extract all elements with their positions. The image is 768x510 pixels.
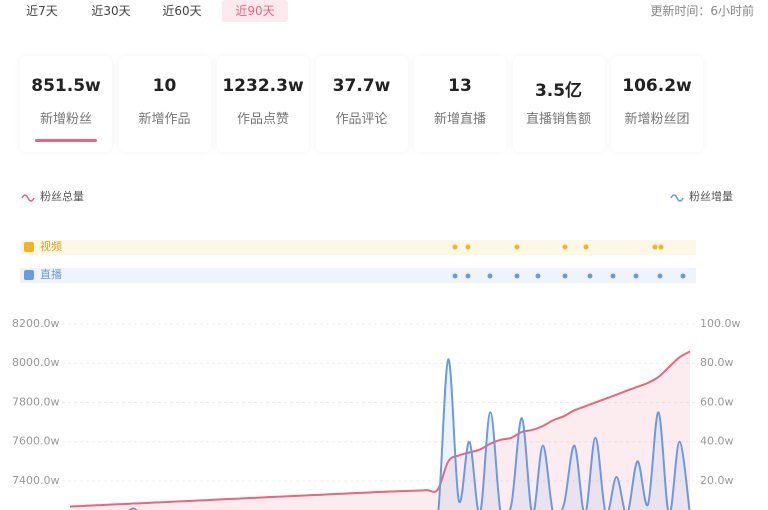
event-row [20, 268, 696, 283]
event-dots [452, 273, 686, 279]
event-row [20, 240, 696, 255]
y-tick-label: 7400.0w [12, 474, 60, 487]
stat-value: 106.2w [622, 76, 692, 96]
event-icon [24, 242, 34, 252]
stat-value: 37.7w [332, 76, 391, 96]
plot-area [69, 350, 691, 510]
stat-label: 直播销售额 [525, 112, 591, 127]
stat-value: 13 [448, 76, 472, 96]
y2-tick-label: 60.0w [700, 395, 734, 408]
stat-card[interactable]: 851.5w 新增粉丝 [20, 56, 112, 152]
y-tick-label: 8200.0w [12, 317, 60, 330]
stat-card[interactable]: 13 新增直播 [414, 56, 506, 152]
stat-value: 10 [152, 76, 177, 96]
stat-value: 3.5亿 [534, 81, 583, 101]
tab[interactable]: 近30天 [91, 4, 131, 18]
y-tick-label: 8000.0w [12, 356, 60, 369]
legend-icon [21, 194, 35, 202]
legend-label: 粉丝增量 [689, 189, 733, 203]
stat-card[interactable]: 106.2w 新增粉丝团 [611, 56, 703, 152]
tab[interactable]: 近7天 [26, 4, 58, 18]
stat-label: 作品评论 [335, 112, 388, 127]
event-dots [452, 244, 664, 250]
line [128, 358, 691, 510]
stat-label: 新增粉丝 [39, 112, 92, 127]
area-fill [70, 351, 690, 510]
legend-icon [670, 194, 684, 202]
stat-card[interactable]: 10 新增作品 [118, 56, 211, 152]
stat-card[interactable]: 3.5亿直播销售额 [512, 56, 605, 152]
tab[interactable]: 近90天 [222, 0, 288, 22]
stat-label: 新增作品 [138, 112, 191, 127]
event-label: 直播 [40, 267, 62, 281]
stat-card[interactable]: 37.7w 作品评论 [315, 56, 408, 152]
y-tick-label: 7800.0w [12, 395, 60, 408]
y-tick-label: 7600.0w [12, 435, 60, 448]
legend-label: 粉丝总量 [40, 189, 84, 203]
event-icon [24, 270, 34, 280]
y2-tick-label: 100.0w [700, 317, 741, 330]
stat-value: 851.5w [31, 76, 101, 96]
y2-tick-label: 20.0w [700, 474, 734, 487]
update-time: 更新时间：6小时前 [650, 4, 754, 18]
area-fill [129, 359, 690, 510]
stat-card[interactable]: 1232.3w 作品点赞 [217, 56, 309, 152]
line [69, 350, 691, 508]
tab[interactable]: 近60天 [162, 4, 202, 18]
active-underline [35, 139, 97, 142]
event-label: 视频 [40, 239, 62, 253]
stat-label: 新增直播 [433, 112, 486, 127]
y2-tick-label: 40.0w [700, 435, 734, 448]
stat-label: 作品点赞 [236, 112, 289, 127]
y2-tick-label: 80.0w [700, 356, 734, 369]
stat-value: 1232.3w [222, 76, 304, 96]
stat-label: 新增粉丝团 [624, 112, 690, 127]
